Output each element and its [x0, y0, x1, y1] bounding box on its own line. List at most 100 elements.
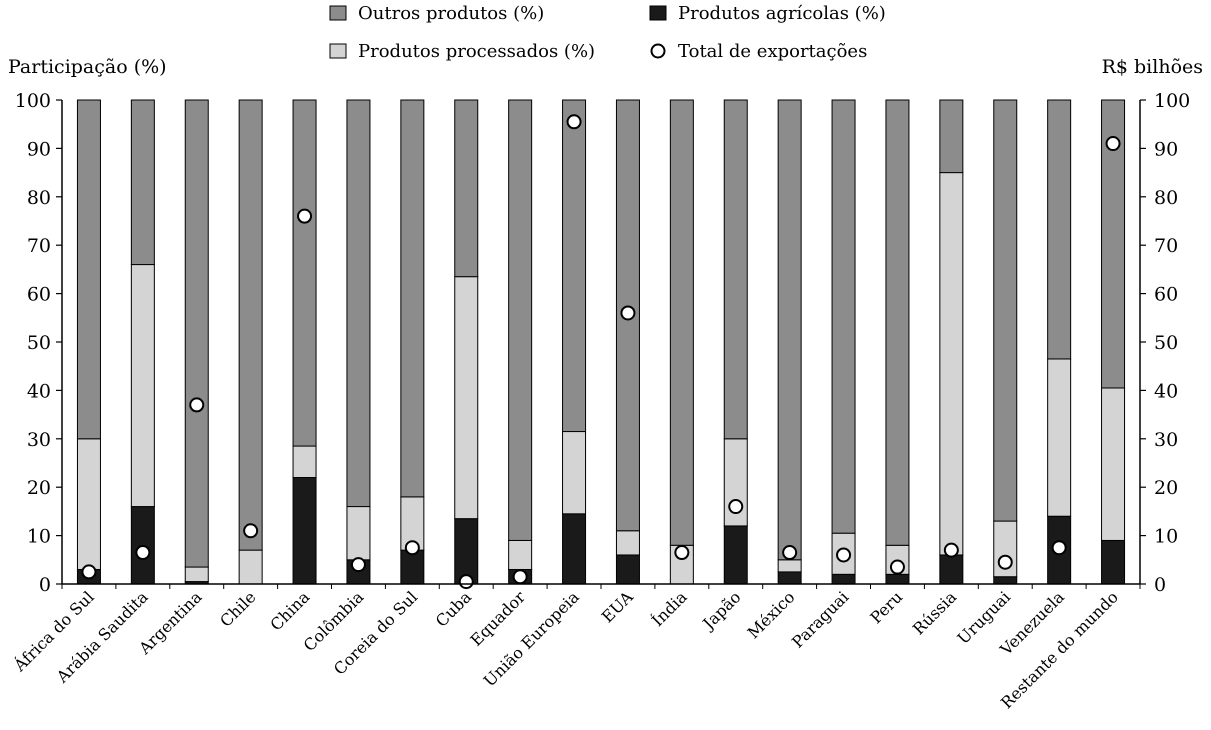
bar-segment-agricolas-6	[400, 549, 425, 585]
right-tick-label: 10	[1154, 526, 1178, 548]
category-label: Cuba	[432, 587, 476, 631]
left-tick-label: 70	[27, 235, 51, 257]
bar-segment-processados-5	[346, 506, 371, 561]
legend-marker-circle	[650, 43, 666, 59]
bar-segment-outros-12	[723, 99, 748, 440]
left-tick-label: 50	[27, 332, 51, 354]
bar-segment-agricolas-13	[777, 571, 802, 585]
export-total-marker-1	[135, 545, 151, 561]
bar-segment-outros-7	[454, 99, 479, 278]
right-tick-label: 20	[1154, 477, 1178, 499]
legend-label: Outros produtos (%)	[358, 3, 544, 24]
export-total-marker-11	[674, 545, 690, 561]
legend-label: Produtos agrícolas (%)	[678, 3, 886, 24]
export-total-markers	[81, 114, 1121, 590]
bar-segment-processados-3	[238, 549, 263, 585]
bar-segment-agricolas-16	[939, 554, 964, 585]
bar-segment-outros-19	[1101, 99, 1126, 389]
left-tick-label: 0	[39, 574, 51, 596]
category-label: Paraguai	[788, 587, 852, 651]
left-tick-label: 10	[27, 526, 51, 548]
bar-segment-processados-8	[508, 539, 533, 570]
left-tick-label: 60	[27, 284, 51, 306]
export-total-marker-16	[943, 542, 959, 558]
right-tick-label: 50	[1154, 332, 1178, 354]
export-total-marker-18	[1051, 540, 1067, 556]
legend-swatch	[329, 5, 347, 21]
export-total-marker-3	[243, 523, 259, 539]
bar-segment-processados-2	[184, 566, 209, 583]
category-label: Chile	[216, 587, 259, 630]
export-total-marker-7	[458, 574, 474, 590]
axes: 0 10 20 30 40 50 60 70 80 90 100 0 10 20 30 40 50 60 70 80 9…	[15, 90, 1191, 596]
export-total-marker-4	[297, 208, 313, 224]
bar-segment-agricolas-9	[562, 513, 587, 585]
bar-segment-processados-10	[615, 530, 640, 556]
legend-label: Produtos processados (%)	[358, 41, 595, 62]
right-tick-label: 70	[1154, 235, 1178, 257]
export-total-marker-15	[889, 559, 905, 575]
left-tick-label: 30	[27, 429, 51, 451]
export-total-marker-14	[836, 547, 852, 563]
bar-segment-outros-5	[346, 99, 371, 508]
legend: Outros produtos (%) Produtos agrícolas (%…	[329, 3, 886, 62]
bar-segment-agricolas-4	[292, 477, 317, 585]
category-label: Peru	[866, 587, 906, 627]
category-label: Arábia Saudita	[52, 587, 152, 687]
export-total-marker-17	[997, 554, 1013, 570]
bar-segment-processados-4	[292, 445, 317, 479]
bar-segment-agricolas-15	[885, 573, 910, 585]
legend-swatch	[649, 5, 667, 21]
bar-segment-processados-19	[1101, 387, 1126, 541]
bar-segment-processados-0	[76, 438, 101, 570]
bar-segment-agricolas-12	[723, 525, 748, 585]
category-label: Rússia	[909, 587, 961, 639]
bar-segment-outros-2	[184, 99, 209, 568]
export-total-marker-2	[189, 397, 205, 413]
export-total-marker-8	[512, 569, 528, 585]
category-label: México	[744, 587, 799, 642]
bar-segment-processados-16	[939, 172, 964, 556]
category-label: Japão	[698, 587, 745, 634]
bar-segment-outros-3	[238, 99, 263, 551]
left-tick-label: 40	[27, 380, 51, 402]
bar-segment-outros-9	[562, 99, 587, 433]
bar-segment-outros-6	[400, 99, 425, 498]
right-axis-title: R$ bilhões	[1102, 56, 1203, 78]
right-tick-label: 90	[1154, 138, 1178, 160]
export-total-marker-10	[620, 305, 636, 321]
right-tick-label: 30	[1154, 429, 1178, 451]
bar-segment-outros-11	[669, 99, 694, 546]
bar-segment-outros-13	[777, 99, 802, 561]
export-total-marker-13	[782, 545, 798, 561]
category-label: China	[266, 587, 313, 634]
export-total-marker-19	[1105, 136, 1121, 152]
legend-swatch	[329, 43, 347, 59]
category-label: União Europeia	[480, 587, 583, 690]
export-total-marker-12	[728, 499, 744, 515]
left-tick-label: 100	[15, 90, 51, 112]
bar-segment-outros-0	[76, 99, 101, 440]
bar-segment-outros-15	[885, 99, 910, 546]
category-label: Índia	[647, 586, 691, 630]
export-total-marker-5	[350, 557, 366, 573]
bar-segment-outros-4	[292, 99, 317, 447]
right-tick-label: 40	[1154, 380, 1178, 402]
left-tick-label: 90	[27, 138, 51, 160]
bar-segment-agricolas-10	[615, 554, 640, 585]
bar-segment-agricolas-19	[1101, 539, 1126, 585]
legend-label: Total de exportações	[678, 41, 867, 62]
bar-segment-outros-17	[993, 99, 1018, 522]
category-label: EUA	[598, 587, 637, 626]
bar-segment-agricolas-17	[993, 576, 1018, 585]
bar-stacks	[76, 99, 1126, 585]
right-tick-label: 0	[1154, 574, 1166, 596]
export-total-marker-9	[566, 114, 582, 130]
bar-segment-processados-13	[777, 559, 802, 573]
bar-segment-outros-1	[130, 99, 155, 266]
export-total-marker-0	[81, 564, 97, 580]
right-tick-label: 100	[1154, 90, 1190, 112]
left-tick-label: 80	[27, 187, 51, 209]
